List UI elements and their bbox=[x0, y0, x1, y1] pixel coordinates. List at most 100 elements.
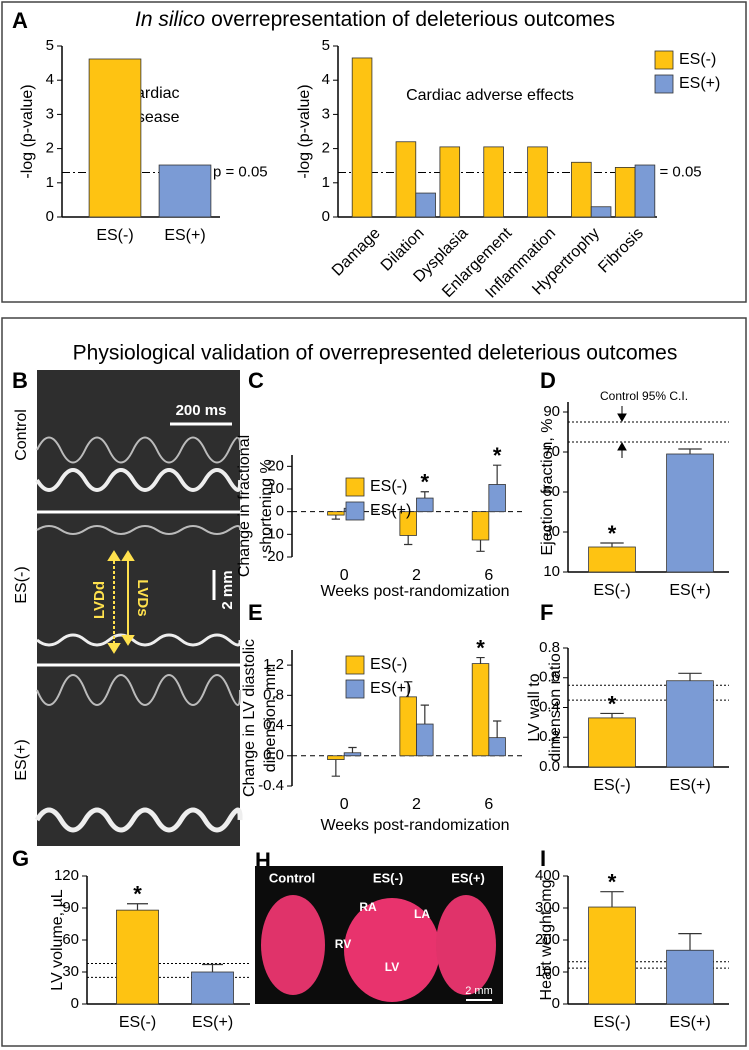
legend-label: ES(+) bbox=[679, 75, 720, 92]
panel-letter: B bbox=[12, 368, 28, 393]
bar bbox=[327, 755, 345, 760]
column-label: ES(-) bbox=[373, 870, 403, 885]
heart bbox=[436, 895, 496, 995]
bar bbox=[666, 453, 714, 573]
panel-letter: C bbox=[248, 368, 264, 393]
x-tick-label: ES(-) bbox=[593, 582, 630, 599]
y-tick-label: 1.2 bbox=[263, 656, 284, 673]
y-tick-label: 50 bbox=[543, 483, 560, 500]
y-tick-label: -0.4 bbox=[258, 777, 284, 794]
y-tick-label: 0 bbox=[71, 995, 79, 1012]
y-tick-label: 0.8 bbox=[263, 686, 284, 703]
x-tick-label: ES(-) bbox=[593, 777, 630, 794]
region-label: RA bbox=[359, 900, 377, 914]
error-bar bbox=[678, 933, 702, 951]
significance: * bbox=[421, 470, 430, 495]
region-label: LV bbox=[385, 960, 399, 974]
panel-letter: I bbox=[540, 846, 546, 871]
y-tick-label: 100 bbox=[535, 963, 560, 980]
y-axis-label: shortening % bbox=[258, 459, 275, 552]
echo-image bbox=[37, 370, 240, 846]
column-label: Control bbox=[269, 870, 315, 885]
x-axis-label: Weeks post-randomization bbox=[320, 583, 509, 600]
legend-swatch bbox=[345, 679, 365, 699]
bar bbox=[395, 141, 417, 218]
significance: * bbox=[608, 691, 617, 716]
panel-letter: A bbox=[12, 8, 28, 33]
bar bbox=[527, 146, 548, 218]
y-tick-label: 3 bbox=[46, 105, 54, 122]
y-tick-label: 0.4 bbox=[539, 698, 560, 715]
y-tick-label: 10 bbox=[543, 563, 560, 580]
bar bbox=[666, 680, 714, 768]
x-tick-label: ES(+) bbox=[164, 227, 205, 244]
bar bbox=[634, 164, 656, 218]
y-tick-label: 30 bbox=[62, 963, 79, 980]
x-tick-label: ES(+) bbox=[669, 777, 710, 794]
y-tick-label: 0.6 bbox=[539, 669, 560, 686]
x-tick-label: ES(+) bbox=[192, 1014, 233, 1031]
y-tick-label: 0 bbox=[322, 208, 330, 225]
title-italic: In silico bbox=[135, 8, 205, 31]
echo-traces bbox=[34, 436, 243, 833]
error-bar bbox=[331, 759, 341, 777]
y-tick-label: 2 bbox=[46, 140, 54, 157]
y-axis-label: Ejection fraction, % bbox=[539, 419, 556, 556]
panel-b-title: Physiological validation of overrepresen… bbox=[73, 342, 678, 365]
y-tick-label: 300 bbox=[535, 899, 560, 916]
y-tick-label: 70 bbox=[543, 443, 560, 460]
x-tick-label: ES(-) bbox=[119, 1014, 156, 1031]
y-axis-label: LV wall to bbox=[526, 673, 543, 741]
y-tick-label: 4 bbox=[46, 71, 54, 88]
x-tick-label: 6 bbox=[484, 796, 493, 813]
y-tick-label: 0.0 bbox=[263, 747, 284, 764]
bar bbox=[116, 909, 159, 1005]
legend-label: ES(+) bbox=[370, 680, 411, 697]
y-tick-label: 3 bbox=[322, 105, 330, 122]
error-bar bbox=[404, 681, 413, 697]
scale-label: 2 mm bbox=[219, 570, 236, 609]
y-tick-label: 2 bbox=[322, 140, 330, 157]
y-axis-label: Heart weight, mg bbox=[538, 880, 555, 1001]
y-tick-label: 0.0 bbox=[539, 758, 560, 775]
error-bar bbox=[678, 448, 702, 454]
x-tick-label: 0 bbox=[340, 567, 349, 584]
y-axis-label: dimension, mm bbox=[262, 664, 279, 772]
legend-label: ES(+) bbox=[370, 502, 411, 519]
bar bbox=[471, 663, 490, 757]
y-tick-label: 10 bbox=[267, 480, 284, 497]
panel-letter: E bbox=[248, 600, 263, 625]
significance: * bbox=[608, 521, 617, 546]
bar bbox=[439, 146, 461, 218]
y-tick-label: 1 bbox=[322, 174, 330, 191]
heart bbox=[261, 895, 325, 995]
y-tick-label: 0.2 bbox=[539, 728, 560, 745]
reference-label: p = 0.05 bbox=[213, 164, 268, 181]
panel-letter: G bbox=[12, 846, 29, 871]
y-tick-label: 200 bbox=[535, 931, 560, 948]
panel-letter: D bbox=[540, 368, 556, 393]
x-tick-label: 0 bbox=[340, 796, 349, 813]
error-bar bbox=[202, 963, 223, 972]
bar bbox=[415, 192, 436, 218]
x-tick-label: Damage bbox=[329, 225, 384, 280]
x-tick-label: ES(+) bbox=[669, 1014, 710, 1031]
legend-swatch bbox=[654, 74, 674, 94]
panel-b-frame bbox=[1, 317, 747, 1047]
y-tick-label: 4 bbox=[322, 71, 330, 88]
legend-swatch bbox=[345, 477, 365, 497]
error-bar bbox=[420, 491, 429, 499]
bar bbox=[588, 906, 636, 1005]
significance: * bbox=[133, 882, 142, 907]
error-bar bbox=[678, 672, 702, 681]
x-tick-label: 6 bbox=[484, 567, 493, 584]
y-tick-label: 0.4 bbox=[263, 717, 284, 734]
bar bbox=[416, 497, 434, 513]
bar bbox=[483, 146, 504, 218]
scale-label: 200 ms bbox=[176, 402, 227, 419]
error-bar bbox=[600, 891, 624, 908]
x-tick-label: 2 bbox=[412, 796, 421, 813]
bar bbox=[488, 737, 506, 757]
y-axis-label: dimension ratio bbox=[547, 653, 564, 762]
